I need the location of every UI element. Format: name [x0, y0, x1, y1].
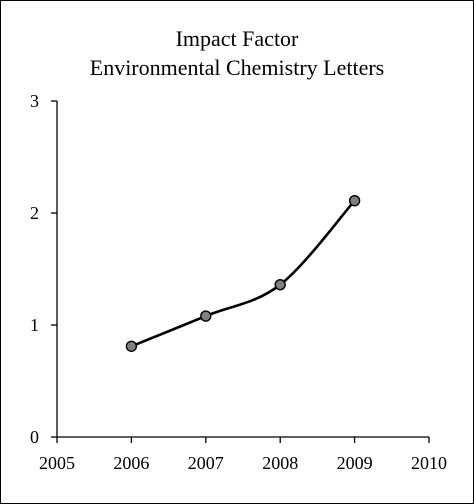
x-tick-label: 2007: [188, 453, 224, 473]
x-tick-label: 2009: [337, 453, 373, 473]
chart-title-line-2: Environmental Chemistry Letters: [89, 55, 385, 80]
x-tick-label: 2010: [411, 453, 447, 473]
y-tick-label: 2: [30, 203, 39, 223]
y-tick-label: 0: [30, 427, 39, 447]
data-point-marker: [274, 278, 286, 291]
x-tick-label: 2006: [113, 453, 149, 473]
data-point-marker: [200, 310, 212, 322]
y-tick-label: 3: [30, 91, 39, 111]
axes: 2005 2006 2007 2008 2009 2010 0 1 2 3: [30, 91, 447, 473]
plot-area: [125, 194, 361, 352]
x-tick-label: 2008: [262, 453, 298, 473]
chart-title-line-1: Impact Factor: [175, 26, 299, 51]
data-point-marker: [348, 194, 361, 207]
series-line: [130, 199, 356, 348]
data-point-marker: [125, 340, 138, 352]
x-tick-label: 2005: [39, 453, 75, 473]
y-tick-label: 1: [30, 315, 39, 335]
